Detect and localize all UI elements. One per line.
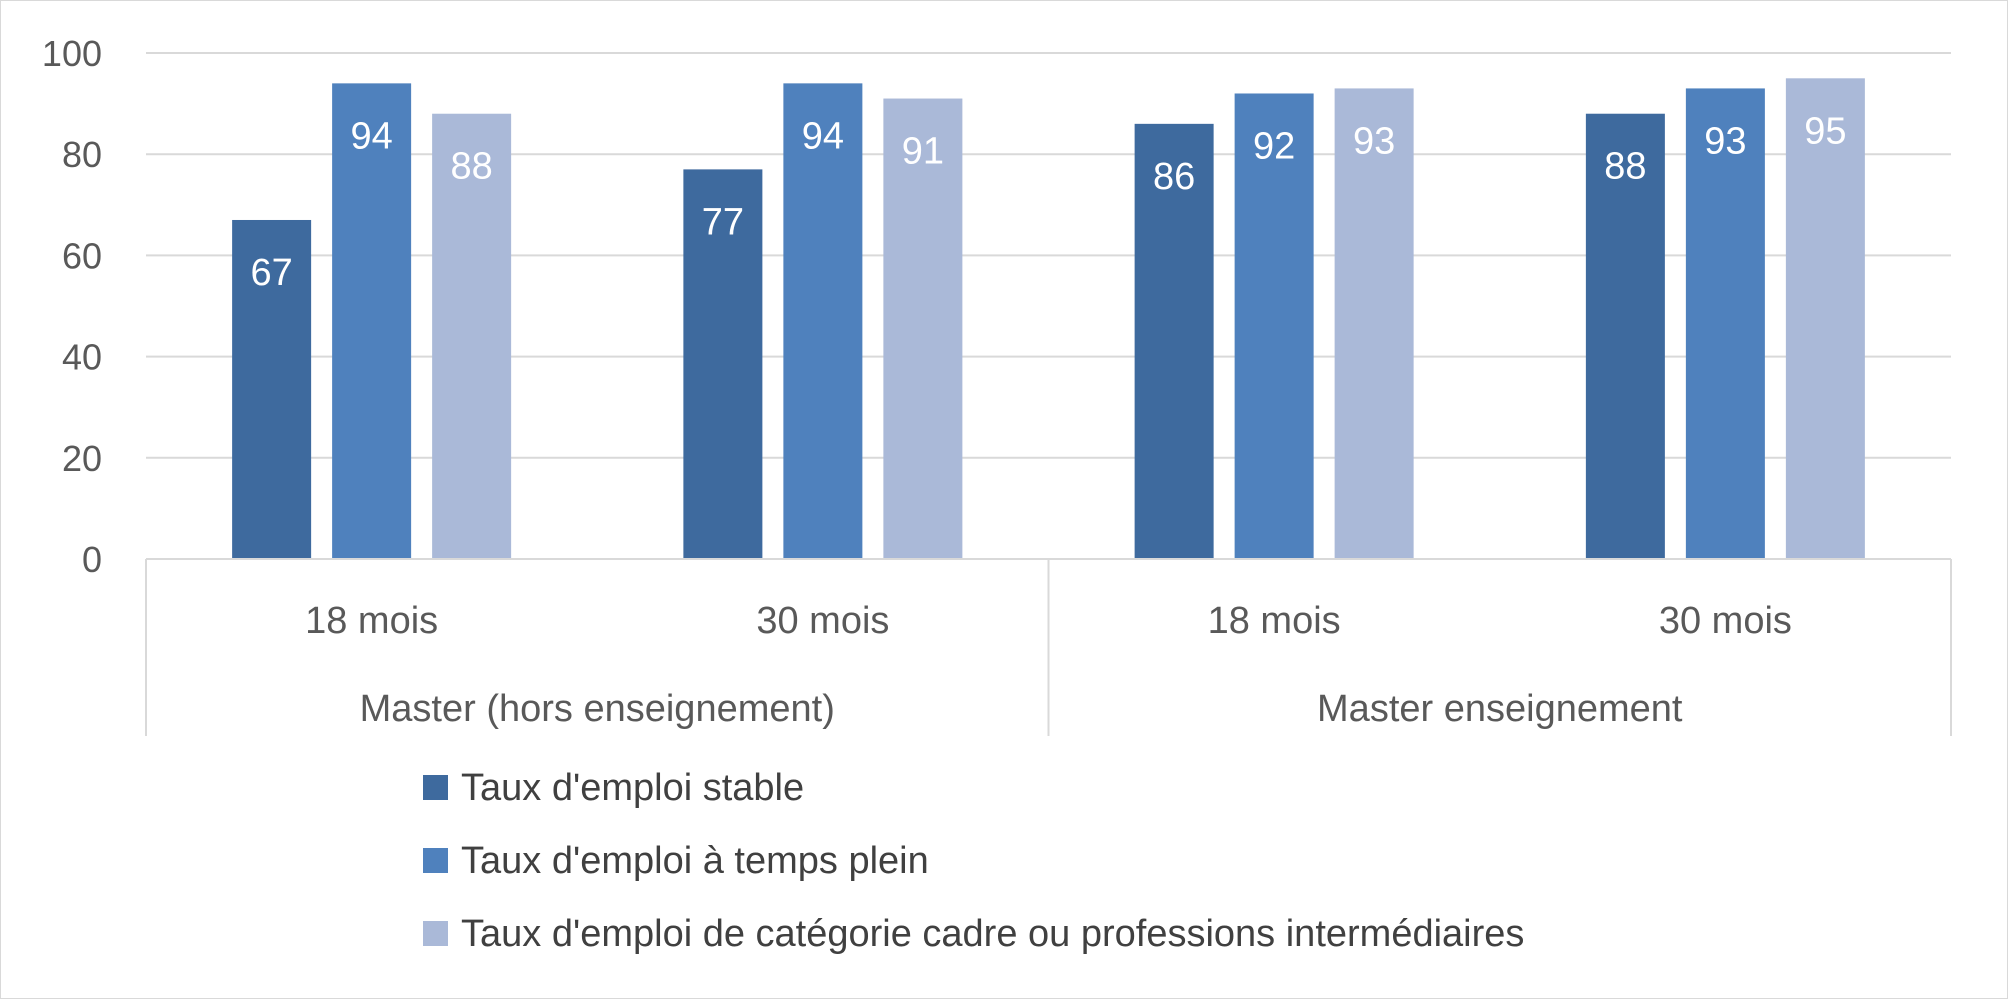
- data-label: 94: [802, 115, 844, 157]
- x-category-label: 18 mois: [1208, 600, 1341, 642]
- data-label: 88: [1604, 146, 1646, 188]
- legend: Taux d'emploi stable Taux d'emploi à temp…: [423, 767, 1524, 955]
- y-tick-label: 80: [62, 134, 102, 175]
- bar: [332, 83, 412, 560]
- bar: [232, 219, 312, 560]
- legend-label: Taux d'emploi de catégorie cadre ou prof…: [461, 913, 1524, 955]
- data-label: 67: [250, 252, 292, 294]
- data-label: 91: [902, 131, 944, 173]
- y-axis-ticks: 0 20 40 60 80 100: [42, 33, 102, 580]
- gridlines: [146, 52, 1951, 459]
- x-group-label: Master enseignement: [1317, 688, 1683, 730]
- legend-label: Taux d'emploi stable: [461, 767, 804, 809]
- bar: [1334, 88, 1414, 560]
- bar: [1234, 93, 1314, 559]
- legend-swatch: [423, 921, 448, 946]
- bar: [1134, 123, 1214, 559]
- legend-label: Taux d'emploi à temps plein: [461, 840, 929, 882]
- bar: [1685, 88, 1765, 560]
- data-label: 86: [1153, 156, 1195, 198]
- data-label: 77: [702, 201, 744, 243]
- data-label: 94: [350, 115, 392, 157]
- data-label: 93: [1704, 120, 1746, 162]
- bar: [1585, 113, 1665, 559]
- x-category-label: 30 mois: [1659, 600, 1792, 642]
- bar: [683, 169, 763, 559]
- y-tick-label: 40: [62, 337, 102, 378]
- data-label: 88: [450, 146, 492, 188]
- x-category-label: 30 mois: [756, 600, 889, 642]
- data-label: 93: [1353, 120, 1395, 162]
- bar: [1785, 78, 1865, 560]
- y-tick-label: 100: [42, 33, 102, 74]
- x-group-label: Master (hors enseignement): [360, 688, 835, 730]
- legend-swatch: [423, 775, 448, 800]
- bars: [232, 78, 1865, 560]
- y-tick-label: 0: [82, 539, 102, 580]
- y-tick-label: 20: [62, 438, 102, 479]
- bar: [883, 98, 963, 559]
- x-axis: 18 mois 30 mois 18 mois 30 mois Master (hors…: [145, 558, 1952, 736]
- data-labels: 67 94 88 77 94 91 86 92 93 88 93 95: [250, 110, 1846, 294]
- data-label: 95: [1804, 110, 1846, 152]
- bar: [432, 113, 512, 559]
- x-category-label: 18 mois: [305, 600, 438, 642]
- y-tick-label: 60: [62, 235, 102, 276]
- data-label: 92: [1253, 125, 1295, 167]
- bar: [783, 83, 863, 560]
- legend-swatch: [423, 848, 448, 873]
